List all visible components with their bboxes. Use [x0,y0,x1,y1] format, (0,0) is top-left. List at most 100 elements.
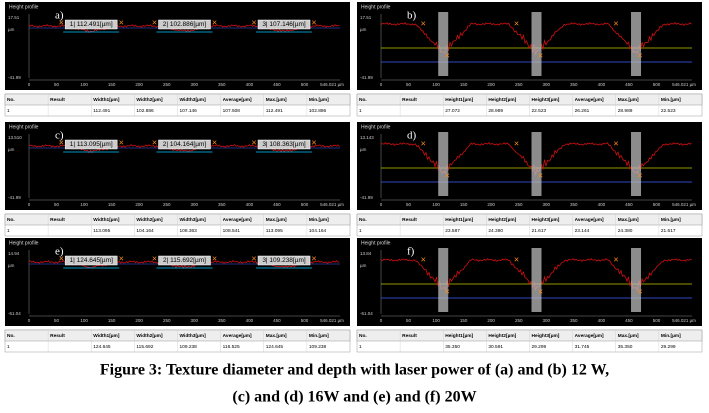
table-cell: 29.299 [661,344,676,350]
marker: × [119,137,124,147]
x-axis-label: 50 [54,202,60,207]
measurement-label: 3| 107.146[µm] [262,21,306,28]
table-header-cell: Width3[µm] [180,333,207,339]
marker: × [613,18,618,28]
x-axis-label: 400 [598,202,606,207]
y-axis-label: µm [360,263,367,268]
measure-box [64,139,118,150]
y-axis-label: µm [8,27,15,32]
x-axis-label: 50 [406,82,412,87]
x-axis-label: 300 [543,318,551,323]
marker: × [212,253,217,263]
x-axis-label: 50 [406,202,412,207]
x-axis-label: 500 [653,318,661,323]
measure-box [158,19,211,30]
x-axis-label: 250 [163,202,171,207]
x-axis-label: 50 [406,318,412,323]
x-axis-label: 150 [108,202,116,207]
table-header-cell: Result [50,97,65,103]
x-axis-label: 150 [460,202,468,207]
measure-box [257,139,311,150]
measure-bar [531,248,542,312]
x-axis-label: 500 [653,82,661,87]
marker: × [152,17,157,27]
marker: × [212,137,217,147]
table-header-cell: Height3[µm] [532,333,560,339]
table-cell: 115.692 [136,344,153,350]
x-axis-label: 100 [432,202,440,207]
marker: × [311,253,316,263]
table-cell: 31.745 [575,344,590,350]
x-axis-label: 200 [487,202,495,207]
x-axis-label: 400 [246,318,254,323]
table-cell: 21.617 [532,228,547,234]
table-header-cell: Width1[µm] [93,333,120,339]
table-cell: 124.645 [93,344,111,350]
table-header-cell: Width1[µm] [93,217,120,223]
x-axis-label: 350 [218,82,226,87]
x-axis-label: 0 [28,82,31,87]
table-cell: 24.380 [488,228,503,234]
caption-line: Figure 3: Texture diameter and depth wit… [100,362,609,379]
y-axis-label: 13.143 [360,135,374,140]
plot-title: Height profile [361,4,391,10]
table-cell: 124.645 [266,344,284,350]
x-axis-label: 450 [625,202,633,207]
x-axis-label: 350 [570,318,578,323]
table-cell: 109.238 [180,344,198,350]
measure-bar [531,12,542,76]
x-axis-label: 150 [460,318,468,323]
plot-area [357,2,702,90]
table-cell: 1 [359,108,362,114]
x-axis-label: 546.021 µm [672,202,696,207]
table-header-cell: No. [7,217,15,223]
marker: × [613,138,618,148]
table-header-cell: Height2[µm] [488,97,516,103]
table-cell: 109.238 [309,344,327,350]
y-axis-label: -51.04 [8,311,21,316]
table-cell: 102.886 [309,108,327,114]
table-header-cell: No. [7,97,15,103]
table-header-cell: Result [402,97,417,103]
table-header-cell: No. [359,217,367,223]
measure-bar [438,132,449,196]
table-cell: 102.886 [136,108,154,114]
measure-box [158,255,211,266]
table-header-cell: No. [359,97,367,103]
table-cell: 107.508 [223,108,241,114]
measurement-label: 1| 112.491[µm] [70,21,113,28]
y-axis-label: -41.99 [8,75,21,80]
x-axis-label: 300 [543,82,551,87]
plot-title: Height profile [9,124,39,130]
measurement-label: 3| 109.238[µm] [262,257,306,264]
table-header-cell: Width1[µm] [93,97,120,103]
x-axis-label: 250 [515,202,523,207]
x-axis-label: 546.021 µm [672,318,696,323]
table-cell: 23.144 [575,228,590,234]
x-axis-label: 400 [598,318,606,323]
x-axis-label: 200 [135,82,143,87]
x-axis-label: 250 [515,82,523,87]
table-cell: 1 [7,344,10,350]
x-axis-label: 0 [28,202,31,207]
plot-title: Height profile [361,124,391,130]
x-axis-label: 450 [625,82,633,87]
plot-title: Height profile [9,240,39,246]
panel-label: b) [407,10,417,22]
x-axis-label: 300 [543,202,551,207]
table-header-cell: Max.[µm] [266,333,287,339]
measure-box [64,255,118,266]
y-axis-label: -51.04 [360,311,373,316]
table-header-cell: Average[µm] [223,333,252,339]
table-cell: 23.587 [445,228,460,234]
table-header-cell: No. [359,333,367,339]
marker: × [514,138,519,148]
x-axis-label: 500 [301,318,309,323]
table-cell: 112.491 [93,108,110,114]
x-axis-label: 300 [191,202,199,207]
y-axis-label: µm [360,27,367,32]
x-axis-label: 100 [80,318,88,323]
x-axis-label: 450 [273,82,281,87]
x-axis-label: 200 [135,318,143,323]
